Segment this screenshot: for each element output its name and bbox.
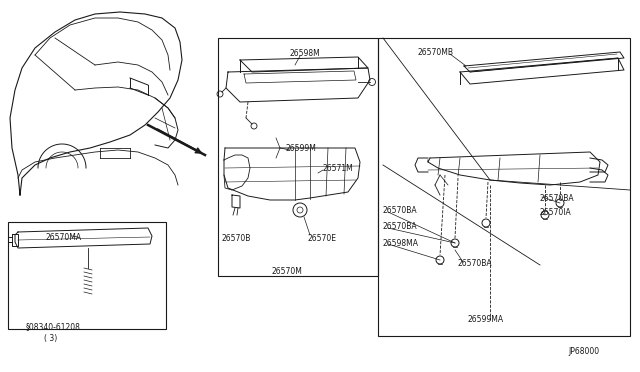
Text: 26570BA: 26570BA [383,205,418,215]
Text: 26598MA: 26598MA [383,238,419,247]
Bar [218,38,378,276]
Text: 26570MA: 26570MA [45,232,81,241]
Text: JP68000: JP68000 [569,347,600,356]
Text: 26570BA: 26570BA [540,193,575,202]
Text: 26570MB: 26570MB [418,48,454,57]
Text: 26598M: 26598M [290,48,321,58]
Text: 26599MA: 26599MA [468,315,504,324]
Text: ( 3): ( 3) [44,334,57,343]
Bar [378,38,630,336]
Text: 26570BA: 26570BA [458,259,493,267]
Text: 26570E: 26570E [308,234,337,243]
Bar [8,222,166,329]
Text: 26570BA: 26570BA [383,221,418,231]
Text: 26571M: 26571M [323,164,354,173]
Text: 26570M: 26570M [272,267,303,276]
Text: 26570B: 26570B [221,234,250,243]
Text: §08340-61208: §08340-61208 [26,323,81,331]
Text: 26570IA: 26570IA [540,208,572,217]
Text: 26599M: 26599M [286,144,317,153]
